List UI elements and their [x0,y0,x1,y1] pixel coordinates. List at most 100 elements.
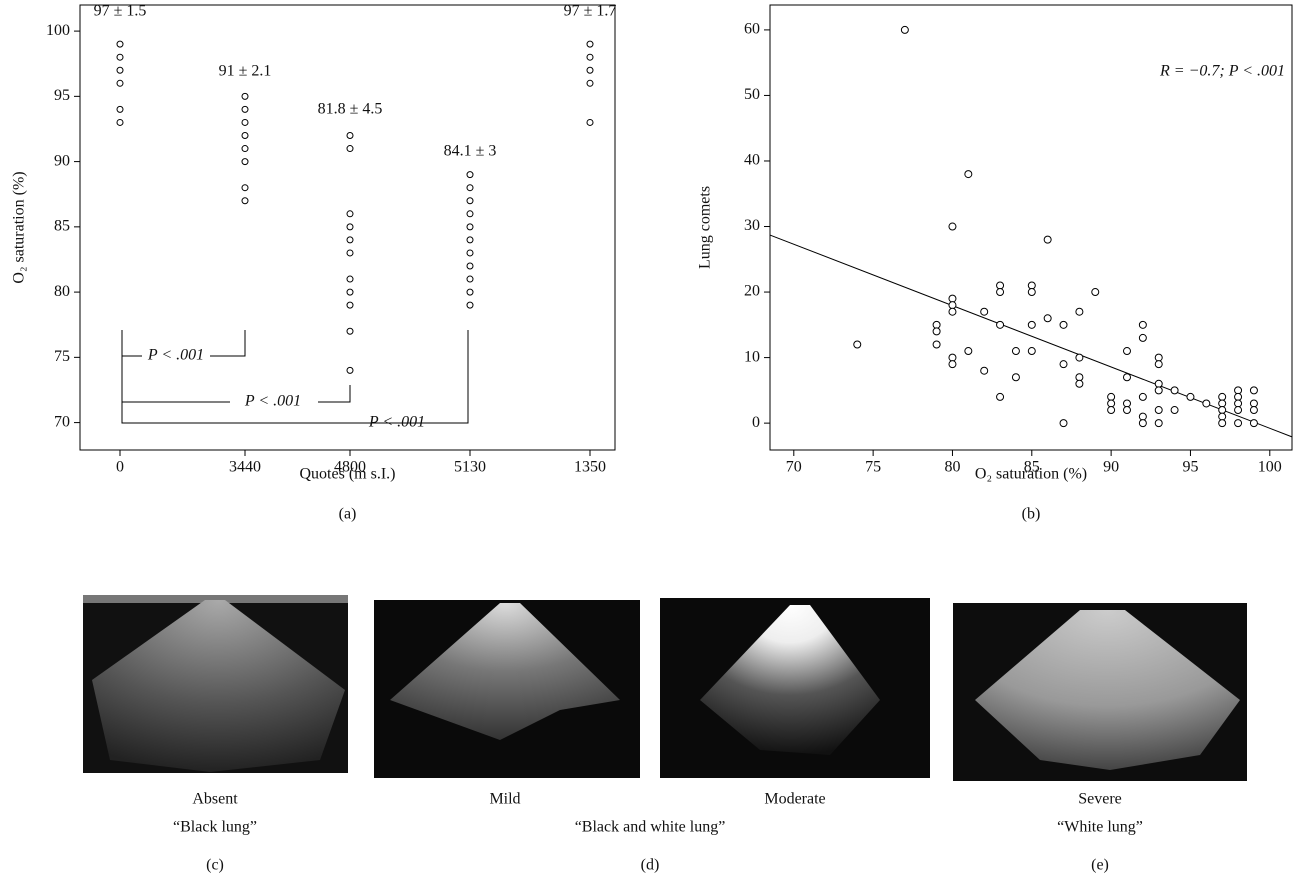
point [1075,353,1084,362]
point [1170,406,1179,415]
point [1138,392,1147,401]
y-tick-label: 40 [744,152,760,169]
point [996,288,1005,297]
point [1138,320,1147,329]
dot [586,40,594,48]
dot [586,118,594,126]
x-tick-label: 70 [786,459,802,476]
p-annotation: P < .001 [244,393,301,410]
point [948,360,957,369]
dot [346,236,354,244]
point [1122,406,1131,415]
y-tick-label: 90 [54,152,70,169]
x-tick-label: 75 [865,459,881,476]
point [1138,333,1147,342]
point [1075,379,1084,388]
point [964,170,973,179]
y-tick-label: 85 [54,218,70,235]
point [1043,235,1052,244]
point [1249,419,1258,428]
point [932,320,941,329]
point [1154,386,1163,395]
value-label: 97 ± 1.7 [564,3,617,20]
point [1218,406,1227,415]
point [1011,373,1020,382]
dot [466,236,474,244]
dot [346,327,354,335]
dot [116,53,124,61]
point [1122,347,1131,356]
point [1170,386,1179,395]
x-tick-label: 80 [944,459,960,476]
dot [586,79,594,87]
caption: (c) [206,857,224,874]
point [996,281,1005,290]
y-axis-label: Lung comets [697,186,714,269]
plot-frame [769,4,1293,451]
dot [241,92,249,100]
dot [241,184,249,192]
dot [241,118,249,126]
point [1122,399,1131,408]
dot [466,223,474,231]
dot [241,145,249,153]
point [1075,307,1084,316]
x-tick-label: 3440 [229,459,261,476]
point [932,327,941,336]
dot [346,301,354,309]
dot [346,366,354,374]
x-tick-label: 4800 [334,459,366,476]
point [1234,419,1243,428]
p-annotation: P < .001 [368,414,425,431]
ultrasound-images [83,595,1247,781]
point [1249,386,1258,395]
caption: (a) [339,506,357,523]
annotation: R = −0.7; P < .001 [1159,63,1285,80]
image-group: “White lung” [1057,819,1143,836]
brackets [121,330,469,424]
caption: (b) [1022,506,1041,523]
point [1138,412,1147,421]
point [980,366,989,375]
point [1154,419,1163,428]
point [1122,373,1131,382]
dot [466,288,474,296]
dot [116,66,124,74]
y-tick-label: 10 [744,348,760,365]
point [1059,360,1068,369]
image-label: Absent [192,791,238,808]
dot [586,53,594,61]
x-tick-label: 5130 [454,459,486,476]
value-label: 91 ± 2.1 [219,63,272,80]
y-tick-label: 75 [54,348,70,365]
y-tick-label: 30 [744,217,760,234]
point [932,340,941,349]
dot [346,275,354,283]
dot [346,131,354,139]
dot [466,301,474,309]
y-axis-label: O₂ saturation (%) [11,171,28,283]
point [1091,288,1100,297]
point [1138,419,1147,428]
image-label: Mild [489,791,520,808]
point [1043,314,1052,323]
point [1234,399,1243,408]
caption: (e) [1091,857,1109,874]
dot [586,66,594,74]
dot [466,249,474,257]
point [1154,353,1163,362]
point [1186,392,1195,401]
dot [116,118,124,126]
dot [466,262,474,270]
point [1011,347,1020,356]
point [1107,406,1116,415]
point [948,301,957,310]
point [1234,406,1243,415]
y-tick-label: 60 [744,21,760,38]
x-tick-label: 95 [1182,459,1198,476]
x-tick-label: 85 [1024,459,1040,476]
x-axis-label: O₂ saturation (%) [975,466,1087,483]
point [1154,360,1163,369]
point [1234,392,1243,401]
